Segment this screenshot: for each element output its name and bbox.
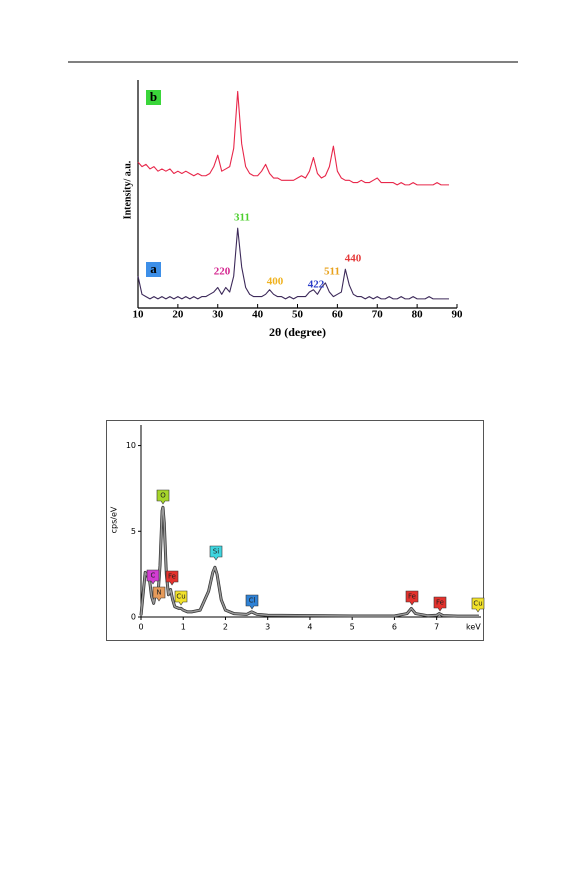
- x-tick-label: 20: [172, 309, 184, 321]
- element-label: O: [160, 492, 166, 500]
- element-marker: [146, 569, 160, 585]
- y-axis-label: Intensity/ a.u.: [122, 160, 133, 219]
- peak-label: 220: [214, 266, 231, 278]
- x-tick-label: 1: [181, 623, 186, 632]
- element-marker: [174, 590, 188, 606]
- x-tick-label: 80: [412, 309, 424, 321]
- element-marker: [156, 489, 170, 505]
- element-label: Fe: [408, 593, 416, 601]
- x-tick-label: 2: [223, 623, 228, 632]
- series-name: a: [150, 261, 157, 276]
- peak-label: 422: [308, 279, 325, 291]
- x-tick-label: 40: [252, 309, 264, 321]
- x-tick-label: 10: [133, 309, 145, 321]
- peak-label: 440: [345, 253, 362, 265]
- y-axis-label: cps/eV: [110, 506, 119, 533]
- element-marker: [209, 545, 223, 561]
- x-tick-label: 4: [307, 623, 312, 632]
- x-tick-label: 5: [350, 623, 355, 632]
- element-label: C: [151, 572, 156, 580]
- element-label: Cl: [249, 597, 256, 605]
- series-line: [137, 90, 450, 186]
- x-tick-label: 50: [292, 309, 304, 321]
- peak-label: 311: [234, 212, 250, 224]
- series-line: [140, 506, 479, 617]
- element-marker: [405, 590, 419, 606]
- element-label: Cu: [176, 593, 185, 601]
- peak-label: 400: [267, 276, 284, 288]
- eds-frame: [106, 420, 484, 641]
- element-label: N: [156, 589, 161, 597]
- x-axis-label: keV: [466, 623, 481, 632]
- x-axis-label: 2θ (degree): [269, 325, 326, 339]
- element-label: Si: [213, 548, 219, 556]
- x-tick-label: 3: [265, 623, 270, 632]
- peak-label: 511: [324, 266, 340, 278]
- element-label: Cu: [473, 600, 482, 608]
- x-tick-label: 6: [392, 623, 397, 632]
- element-marker: [245, 594, 259, 610]
- element-marker: [165, 570, 179, 586]
- element-marker: [471, 597, 485, 613]
- series-outline: [139, 505, 479, 618]
- series-name: b: [150, 89, 157, 104]
- x-tick-label: 30: [212, 309, 224, 321]
- element-marker: [433, 596, 447, 612]
- x-tick-label: 70: [372, 309, 384, 321]
- y-tick-label: 0: [131, 613, 136, 622]
- element-label: Fe: [436, 599, 444, 607]
- element-marker: [152, 586, 166, 602]
- y-tick-label: 5: [131, 527, 136, 536]
- x-tick-label: 0: [138, 623, 143, 632]
- series-line: [137, 227, 450, 300]
- y-tick-label: 10: [126, 441, 136, 450]
- x-tick-label: 60: [332, 309, 344, 321]
- series-tag: [146, 262, 161, 277]
- x-tick-label: 7: [434, 623, 439, 632]
- x-tick-label: 90: [452, 309, 464, 321]
- element-label: Fe: [168, 573, 176, 581]
- series-tag: [146, 90, 161, 105]
